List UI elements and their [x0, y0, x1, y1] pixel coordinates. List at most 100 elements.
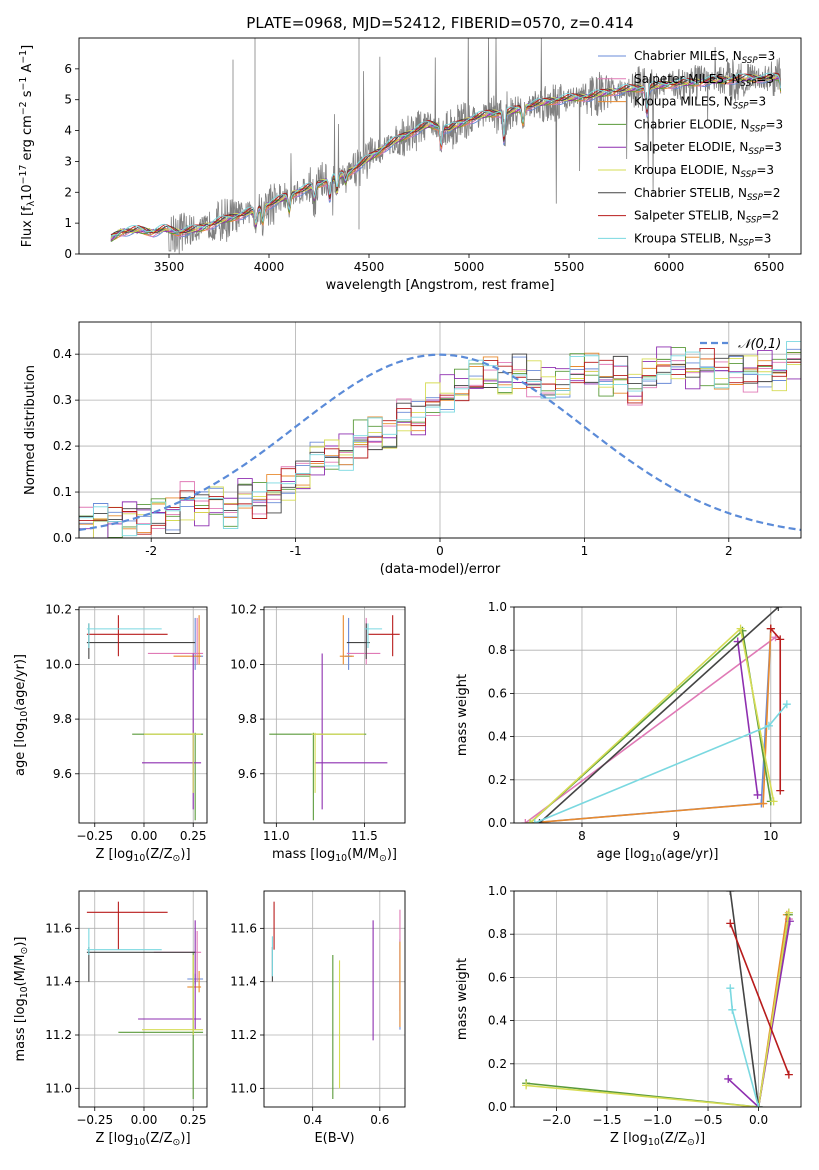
histogram-kroupa-miles: [79, 352, 801, 533]
x-tick-label: 0.25: [180, 1113, 207, 1127]
weight-marker-salpeter-stelib: [766, 624, 775, 633]
y-tick-label: 0.2: [488, 773, 507, 787]
histogram-kroupa-stelib: [79, 341, 801, 537]
ticks: −2.0 −1.5 −1.0 −0.5 0.0 0.0 0.2 0.4 0.6 0.8 1.0: [488, 884, 768, 1127]
x-tick-label: 0.0: [749, 1113, 768, 1127]
x-axis-label: Z [log10(Z/Z⊙)]: [95, 847, 190, 864]
y-axis-label: age [log10(age/yr)]: [13, 654, 30, 776]
x-tick-label: -2: [145, 544, 157, 558]
weight-marker-salpeter-stelib: [776, 786, 785, 795]
ticks: −0.25 0.00 0.25 9.6 9.8 10.0 10.2: [45, 603, 206, 843]
grid: [264, 607, 405, 823]
y-tick-label: 11.0: [230, 1081, 257, 1095]
weight-line-kroupa-stelib: [729, 988, 760, 1107]
y-tick-label: 11.0: [45, 1081, 72, 1095]
y-tick-label: 0.0: [488, 816, 507, 830]
y-tick-label: 4: [64, 124, 72, 138]
x-tick-label: −0.25: [76, 1113, 113, 1127]
weight-line-kroupa-miles: [529, 628, 772, 823]
histogram-kroupa-elodie: [79, 355, 801, 538]
x-tick-label: 4000: [254, 260, 285, 274]
weight-marker-chabrier-stelib: [726, 891, 735, 895]
histogram-chabrier-miles: [79, 348, 801, 531]
legend: Chabrier MILES, NSSP=3 Salpeter MILES, NS…: [598, 49, 783, 248]
x-tick-label: 9: [673, 829, 681, 843]
x-tick-label: 0: [436, 544, 444, 558]
y-tick-label: 11.6: [230, 921, 257, 935]
y-axis-label: Normed distribution: [23, 365, 38, 495]
x-tick-label: 8: [578, 829, 586, 843]
x-tick-label: 10: [763, 829, 778, 843]
y-tick-label: 2: [64, 185, 72, 199]
y-tick-label: 9.6: [238, 767, 257, 781]
x-tick-label: −0.25: [76, 829, 113, 843]
legend-label: Kroupa ELODIE, NSSP=3: [634, 163, 774, 180]
y-tick-label: 9.6: [53, 767, 72, 781]
weight-marker-salpeter-miles: [521, 819, 530, 823]
axes-frame: [78, 37, 802, 255]
x-tick-label: 0.6: [370, 1113, 389, 1127]
y-tick-label: 0.8: [488, 643, 507, 657]
histogram-salpeter-elodie: [79, 346, 801, 538]
legend-label: Chabrier MILES, NSSP=3: [634, 49, 775, 66]
x-tick-label: −2.0: [542, 1113, 571, 1127]
legend-label: Salpeter ELODIE, NSSP=3: [634, 140, 782, 157]
weight-marker-kroupa-miles: [759, 799, 768, 808]
axes-frame: [513, 606, 802, 824]
ticks: −0.25 0.00 0.25 11.0 11.2 11.4 11.6: [45, 921, 206, 1127]
y-tick-label: 0.1: [53, 485, 72, 499]
y-tick-label: 0.4: [53, 347, 72, 361]
ticks: 8 9 10 0.0 0.2 0.4 0.6 0.8 1.0: [488, 600, 779, 843]
grid: [79, 891, 207, 1107]
y-tick-label: 10.0: [45, 657, 72, 671]
chart-mass_vs_Z: −0.25 0.00 0.25 11.0 11.2 11.4 11.6 Z [log10(Z/…: [13, 890, 208, 1148]
legend: 𝒩(0,1): [700, 337, 781, 352]
y-tick-label: 10.2: [45, 603, 72, 617]
grid: [79, 607, 207, 823]
legend-label: Chabrier ELODIE, NSSP=3: [634, 117, 783, 134]
x-tick-label: 0.25: [180, 829, 207, 843]
x-axis-label: wavelength [Angstrom, rest frame]: [326, 278, 555, 293]
legend-label: Kroupa MILES, NSSP=3: [634, 95, 766, 112]
x-axis-label: Z [log10(Z/Z⊙)]: [95, 1131, 190, 1148]
x-axis-label: Z [log10(Z/Z⊙)]: [610, 1131, 705, 1148]
y-tick-label: 0: [64, 247, 72, 261]
ticks: -2 -1 0 1 2 0.0 0.1 0.2 0.3 0.4: [53, 347, 733, 558]
plot-area: [522, 891, 794, 1107]
ticks: 11.0 11.5 9.6 9.8 10.0 10.2: [230, 603, 378, 843]
axes-frame: [263, 890, 406, 1108]
weight-line-salpeter-elodie: [736, 641, 759, 796]
observed-spectrum: [110, 38, 782, 254]
chart-residuals: -2 -1 0 1 2 0.0 0.1 0.2 0.3 0.4 (data-model)/error…: [23, 321, 802, 577]
chart-spectrum: 3500 4000 4500 5000 5500 6000 6500 0 1 2 3 4 5 6 wavel…: [18, 37, 802, 293]
y-tick-label: 0.4: [488, 730, 507, 744]
model-line-kroupa-stelib: [110, 72, 782, 237]
weight-marker-salpeter-stelib: [726, 919, 735, 928]
y-tick-label: 1.0: [488, 600, 507, 614]
weight-marker-kroupa-stelib: [764, 721, 773, 730]
y-tick-label: 0.6: [488, 686, 507, 700]
plot-area: [86, 615, 204, 821]
y-tick-label: 0.0: [488, 1100, 507, 1114]
y-tick-label: 10.0: [230, 657, 257, 671]
plot-area: [86, 901, 204, 1099]
y-tick-label: 11.4: [230, 975, 257, 989]
y-tick-label: 11.2: [45, 1028, 72, 1042]
chart-mass_vs_ebv: 0.4 0.6 11.0 11.2 11.4 11.6 E(B-V): [230, 890, 406, 1146]
y-axis-label: mass [log10(M/M⊙)]: [13, 937, 30, 1062]
weight-line-salpeter-stelib: [770, 628, 782, 791]
weight-marker-kroupa-elodie: [526, 819, 535, 823]
chart-weight_vs_Z: −2.0 −1.5 −1.0 −0.5 0.0 0.0 0.2 0.4 0.6 0.8 1.0 Z […: [455, 884, 802, 1148]
axes-frame: [513, 890, 802, 1108]
weight-line-kroupa-elodie: [529, 627, 775, 823]
weight-line-salpeter-stelib: [729, 923, 790, 1075]
weight-marker-salpeter-elodie: [724, 1074, 733, 1083]
weight-marker-kroupa-stelib: [754, 1103, 763, 1107]
x-tick-label: −0.5: [693, 1113, 722, 1127]
plot-area: [269, 615, 400, 821]
weight-line-chabrier-elodie: [529, 629, 772, 823]
model-line-chabrier-stelib: [110, 72, 782, 236]
legend-label: Salpeter MILES, NSSP=3: [634, 72, 774, 89]
y-tick-label: 0.6: [488, 970, 507, 984]
